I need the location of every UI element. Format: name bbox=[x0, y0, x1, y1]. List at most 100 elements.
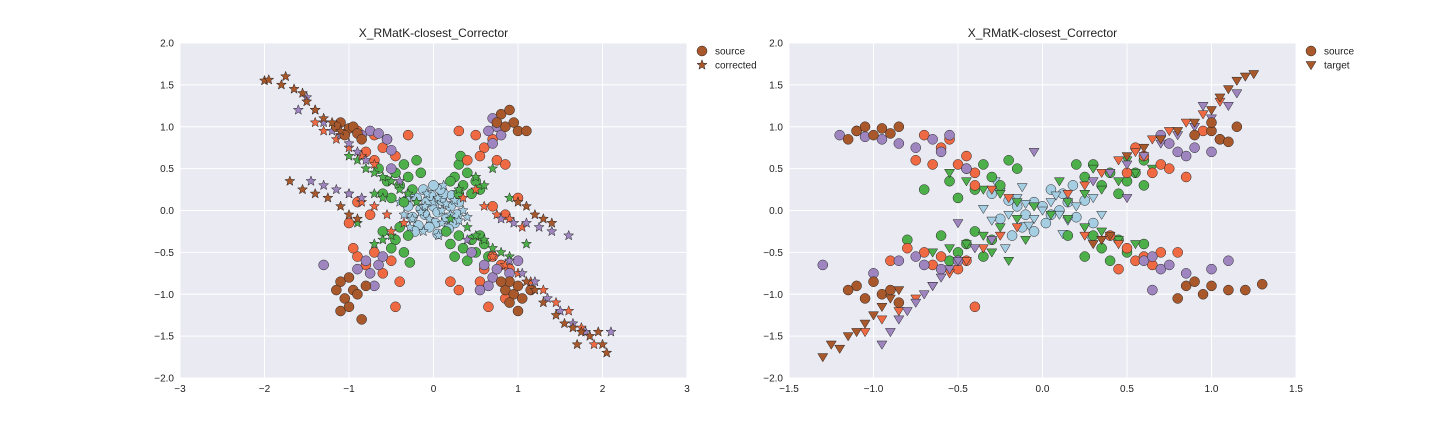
circle-point bbox=[462, 255, 473, 266]
circle-point bbox=[386, 242, 397, 254]
triangle-down-point bbox=[1087, 240, 1099, 250]
triangle-down-point bbox=[834, 344, 846, 354]
triangle-down-point bbox=[1121, 152, 1133, 162]
star-point bbox=[440, 197, 452, 209]
x-tick-label: 0 bbox=[431, 384, 437, 395]
circle-point bbox=[1138, 180, 1150, 191]
star-point bbox=[533, 221, 545, 233]
circle-point bbox=[1079, 171, 1090, 183]
circle-point bbox=[1223, 255, 1234, 266]
circle-point bbox=[1206, 263, 1217, 275]
triangle-down-point bbox=[1011, 198, 1023, 208]
y-tick-label: 1.0 bbox=[769, 122, 783, 133]
circle-point bbox=[495, 108, 507, 120]
triangle-down-point bbox=[961, 240, 972, 250]
triangle-down-point bbox=[1087, 194, 1099, 204]
circle-point bbox=[902, 242, 913, 254]
triangle-down-point bbox=[986, 185, 998, 195]
circle-point bbox=[1155, 159, 1167, 170]
star-point bbox=[558, 317, 571, 329]
chart-title: X_RMatK-closest_Corrector bbox=[968, 26, 1117, 40]
circle-point bbox=[1040, 217, 1052, 229]
circle-point bbox=[1189, 129, 1200, 141]
circle-point bbox=[466, 247, 477, 258]
circle-point bbox=[1189, 142, 1200, 153]
triangle-down-point bbox=[952, 219, 964, 229]
circle-point bbox=[859, 293, 871, 304]
star-point bbox=[592, 326, 604, 337]
circle-point bbox=[394, 276, 405, 287]
star-point bbox=[571, 338, 583, 350]
star-point bbox=[360, 162, 372, 174]
circle-point bbox=[377, 251, 389, 262]
star-point bbox=[377, 171, 389, 182]
triangle-down-point bbox=[986, 216, 998, 226]
circle-point bbox=[1104, 255, 1116, 266]
triangle-down-point bbox=[1231, 76, 1243, 86]
circle-point bbox=[470, 129, 481, 141]
star-point bbox=[546, 225, 558, 237]
circle-point bbox=[1206, 117, 1217, 128]
y-tick-label: 2.0 bbox=[769, 39, 783, 50]
circle-point bbox=[512, 305, 524, 317]
circle-point bbox=[428, 180, 439, 191]
circle-point bbox=[1011, 163, 1023, 174]
y-tick-label: 0.5 bbox=[160, 164, 174, 175]
x-tick-label: −1.0 bbox=[864, 384, 884, 395]
star-point bbox=[377, 192, 389, 203]
y-tick-label: 1.5 bbox=[160, 80, 174, 91]
circle-point bbox=[398, 159, 410, 170]
triangle-down-point bbox=[1138, 143, 1150, 153]
triangle-down-point bbox=[1028, 202, 1040, 212]
y-tick-label: 0.0 bbox=[769, 206, 783, 217]
circle-point bbox=[487, 201, 498, 212]
triangle-down-point bbox=[1231, 89, 1243, 99]
star-point bbox=[554, 305, 566, 316]
triangle-down-point bbox=[884, 328, 896, 338]
x-tick-label: −1 bbox=[343, 384, 355, 395]
x-tick-label: −0.5 bbox=[948, 384, 968, 395]
legend-triangle-down-icon bbox=[1305, 61, 1317, 71]
star-point bbox=[512, 196, 524, 207]
triangle-down-point bbox=[1155, 135, 1167, 145]
circle-point bbox=[961, 150, 972, 162]
star-point bbox=[402, 187, 414, 199]
circle-point bbox=[851, 125, 862, 137]
star-point bbox=[444, 212, 457, 224]
circle-point bbox=[969, 180, 981, 191]
circle-point bbox=[453, 230, 465, 241]
triangle-down-point bbox=[944, 244, 955, 254]
circle-point bbox=[1164, 138, 1175, 149]
circle-point bbox=[343, 301, 355, 313]
x-tick-label: −1.5 bbox=[779, 384, 799, 395]
star-point bbox=[529, 208, 541, 220]
circle-point bbox=[415, 167, 427, 179]
star-point bbox=[487, 242, 499, 253]
star-point bbox=[470, 229, 482, 241]
circle-point bbox=[508, 289, 520, 300]
tick-labels: −3 −2 −1 0 1 2 3 2.0 1.5 1.0 0.5 0.0 −0.5 −1.0 −1.5 −2.… bbox=[154, 39, 690, 396]
circle-point bbox=[1113, 263, 1124, 275]
triangle-down-point bbox=[884, 294, 896, 304]
circle-point bbox=[343, 217, 355, 229]
triangle-down-point bbox=[935, 273, 947, 283]
triangle-down-point bbox=[927, 248, 939, 258]
y-tick-label: −2.0 bbox=[154, 374, 174, 385]
star-point bbox=[368, 166, 380, 178]
star-point bbox=[596, 338, 609, 350]
circle-point bbox=[910, 155, 921, 166]
circle-point bbox=[1223, 284, 1234, 296]
triangle-down-point bbox=[977, 185, 989, 195]
circle-point bbox=[453, 125, 465, 137]
circle-point bbox=[516, 293, 528, 304]
circle-point bbox=[504, 297, 515, 308]
circle-point bbox=[1147, 251, 1158, 262]
star-point bbox=[520, 217, 533, 228]
star-point bbox=[537, 296, 549, 308]
star-point bbox=[417, 225, 429, 237]
circle-point bbox=[1113, 188, 1124, 199]
triangle-down-point bbox=[994, 231, 1006, 241]
star-point bbox=[330, 183, 342, 195]
star-point bbox=[288, 83, 300, 94]
star-point bbox=[368, 187, 380, 199]
